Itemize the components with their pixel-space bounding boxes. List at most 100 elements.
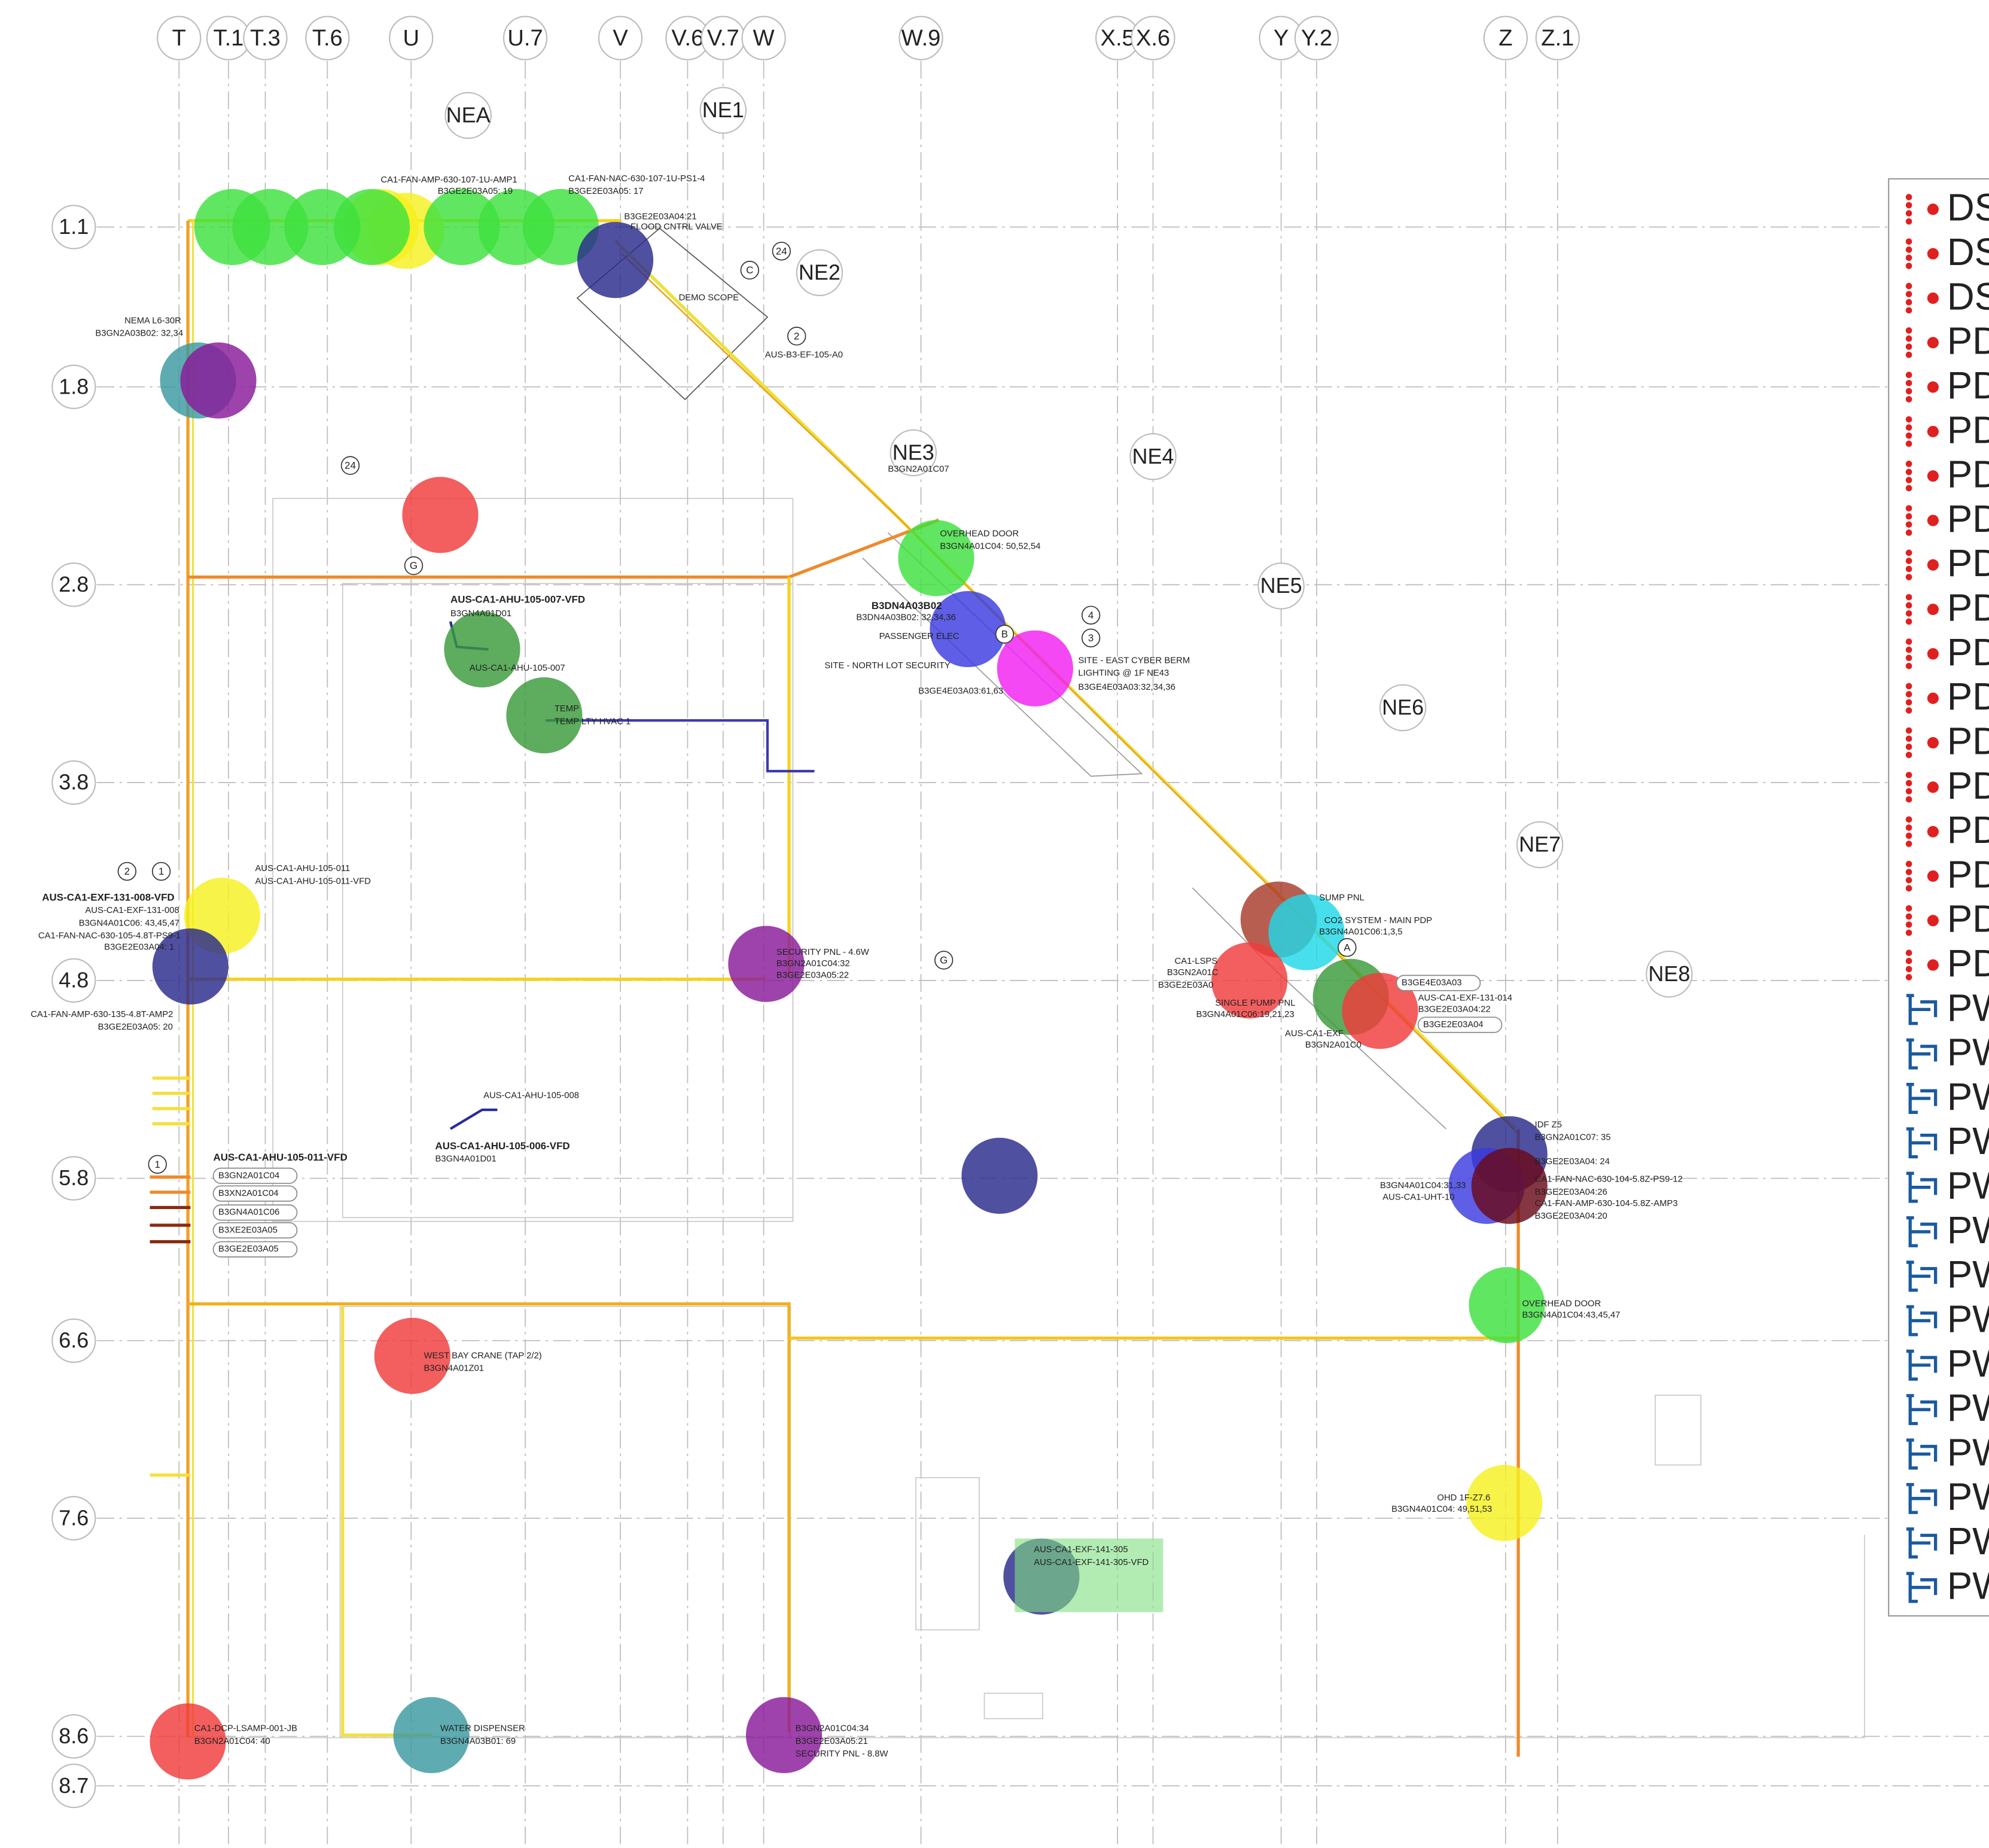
- column-label: U.7: [507, 25, 543, 51]
- marker: [151, 861, 171, 881]
- legend-label: PD: [1947, 898, 1989, 940]
- marker-label: G: [940, 954, 948, 966]
- annotation: B3GN2A01C: [1167, 968, 1219, 978]
- column-label: Z: [1498, 25, 1512, 51]
- legend-dot: [1905, 238, 1912, 245]
- legend-label: PW: [1947, 1031, 1989, 1074]
- annotation: B3GE4E03A03: [1402, 978, 1462, 988]
- annotation: AUS-B3-EF-105-A0: [765, 351, 843, 360]
- legend-dot: [1905, 869, 1912, 875]
- column-label: V.6: [672, 25, 704, 51]
- legend-icon: [1906, 1216, 1938, 1247]
- legend-dot: [1905, 796, 1912, 803]
- legend-dot: [1905, 529, 1912, 536]
- column-label: T.6: [312, 25, 343, 51]
- device-bubble: [1466, 1465, 1543, 1541]
- annotation: B3GN4A01C06: 43,45,47: [79, 918, 179, 928]
- annotation: B3GE2E03A04: 24: [1535, 1157, 1610, 1167]
- legend-dot: [1905, 816, 1912, 823]
- legend-dot: [1905, 565, 1912, 573]
- row-label: 1.8: [59, 374, 89, 398]
- annotation: AUS-CA1-AHU-105-007-VFD: [450, 593, 585, 605]
- annotation: B3GN4A01C04:43,45,47: [1522, 1310, 1620, 1320]
- device-bubble: [232, 188, 309, 266]
- grid-bubble: [243, 16, 288, 60]
- annotation: OVERHEAD DOOR: [940, 529, 1019, 538]
- row-label: 6.6: [59, 1328, 89, 1353]
- annotation: TEMP: [555, 704, 579, 714]
- annotation: CA1-FAN-NAC-630-104-5.8Z-PS9-12: [1535, 1175, 1683, 1185]
- grid: T T.1 T.3 T.6 U U.7 V V.6 V.7 W W.9 X.5 X.6 Y Y.2 Z Z.1 1…: [51, 16, 1989, 1848]
- column-label: T.1: [214, 25, 244, 51]
- annotation: LIGHTING @ 1F NE43: [1078, 669, 1169, 678]
- device-bubble: [393, 1697, 470, 1773]
- annotation: B3GE2E03A04:22: [1418, 1005, 1491, 1015]
- annotation: CA1-FAN-AMP-630-107-1U-AMP1: [380, 175, 517, 185]
- legend-dot: [1905, 477, 1912, 483]
- marker-label: A: [1344, 942, 1351, 953]
- zone-label: NEA: [446, 103, 491, 127]
- legend-dot: [1927, 203, 1939, 215]
- device-bubble: [577, 222, 654, 299]
- legend-dot: [1905, 282, 1912, 290]
- legend-label: PW: [1947, 1342, 1989, 1385]
- labels: CA1-FAN-AMP-630-107-1U-AMP1 B3GE2E03A05: …: [31, 174, 1683, 1759]
- legend-label: PW: [1947, 1253, 1989, 1296]
- grid-bubble: [51, 760, 96, 805]
- legend-dot: [1927, 915, 1939, 927]
- legend-label: PD: [1947, 853, 1989, 896]
- device-bubble: [1471, 1147, 1548, 1224]
- grid-bubble: [51, 1714, 96, 1759]
- legend-dot: [1927, 337, 1939, 349]
- marker-label: 4: [1088, 610, 1094, 621]
- marker: [772, 242, 791, 261]
- grid-bubble: [598, 16, 643, 60]
- device-bubble: [1211, 942, 1288, 1019]
- annotation: AUS-CA1-EXF-131-014: [1418, 993, 1512, 1003]
- legend-dot: [1927, 736, 1939, 749]
- annotation: B3GN2A01C04:32: [776, 959, 850, 969]
- device-bubble: [961, 1137, 1038, 1214]
- zone-bubble: [1257, 562, 1305, 610]
- legend-icon: [1906, 1349, 1938, 1381]
- legend-label: PW: [1947, 1476, 1989, 1518]
- legend-dot: [1905, 299, 1912, 306]
- legend-dot: [1905, 388, 1912, 395]
- legend-dot: [1927, 648, 1939, 660]
- row-label: 1.1: [59, 214, 89, 239]
- legend-dot: [1927, 559, 1939, 571]
- column-label: V: [613, 25, 628, 51]
- legend-label: PW: [1947, 1076, 1989, 1118]
- annotation: WEST BAY CRANE (TAP 2/2): [424, 1351, 541, 1360]
- legend-dot: [1905, 593, 1912, 601]
- legend-icon: [1906, 994, 1938, 1025]
- annotation: AUS-CA1-EXF-141-305-VFD: [1034, 1558, 1149, 1567]
- annotation: IDF Z5: [1535, 1120, 1562, 1129]
- legend-label: PD: [1947, 320, 1989, 363]
- zone-label: NE4: [1132, 444, 1174, 468]
- legend-dot: [1905, 929, 1912, 936]
- annotation: B3GE4E03A03:32,34,36: [1078, 683, 1175, 692]
- column-label: U: [403, 25, 419, 51]
- annotation: SITE - NORTH LOT SECURITY: [824, 661, 950, 671]
- legend-label: PD: [1947, 631, 1989, 674]
- annotation: AUS-CA1-AHU-105-011: [255, 864, 350, 873]
- zone-bubble: [1129, 433, 1177, 480]
- annotation: B3GN4A01Z01: [424, 1364, 484, 1374]
- legend-label: PD: [1947, 675, 1989, 718]
- legend-dot: [1905, 780, 1912, 787]
- zone-label: NE6: [1382, 695, 1424, 720]
- zone-bubble: [699, 87, 747, 134]
- marker: [1081, 628, 1101, 648]
- legend-label: PD: [1947, 542, 1989, 584]
- highlight-area: [1015, 1538, 1163, 1612]
- annotation: B3GE2E03A04:20: [1535, 1211, 1607, 1221]
- zone-bubble: [890, 429, 937, 477]
- annotation: B3GN4A01C04: 50,52,54: [940, 542, 1040, 552]
- annotation: B3GE2E03A04:26: [1535, 1188, 1607, 1197]
- annotation: CA1-LSPS: [1175, 957, 1218, 966]
- legend-dot: [1905, 351, 1912, 358]
- device-bubble: [997, 630, 1073, 707]
- annotation: B3GN2A01C07: 35: [1535, 1133, 1611, 1143]
